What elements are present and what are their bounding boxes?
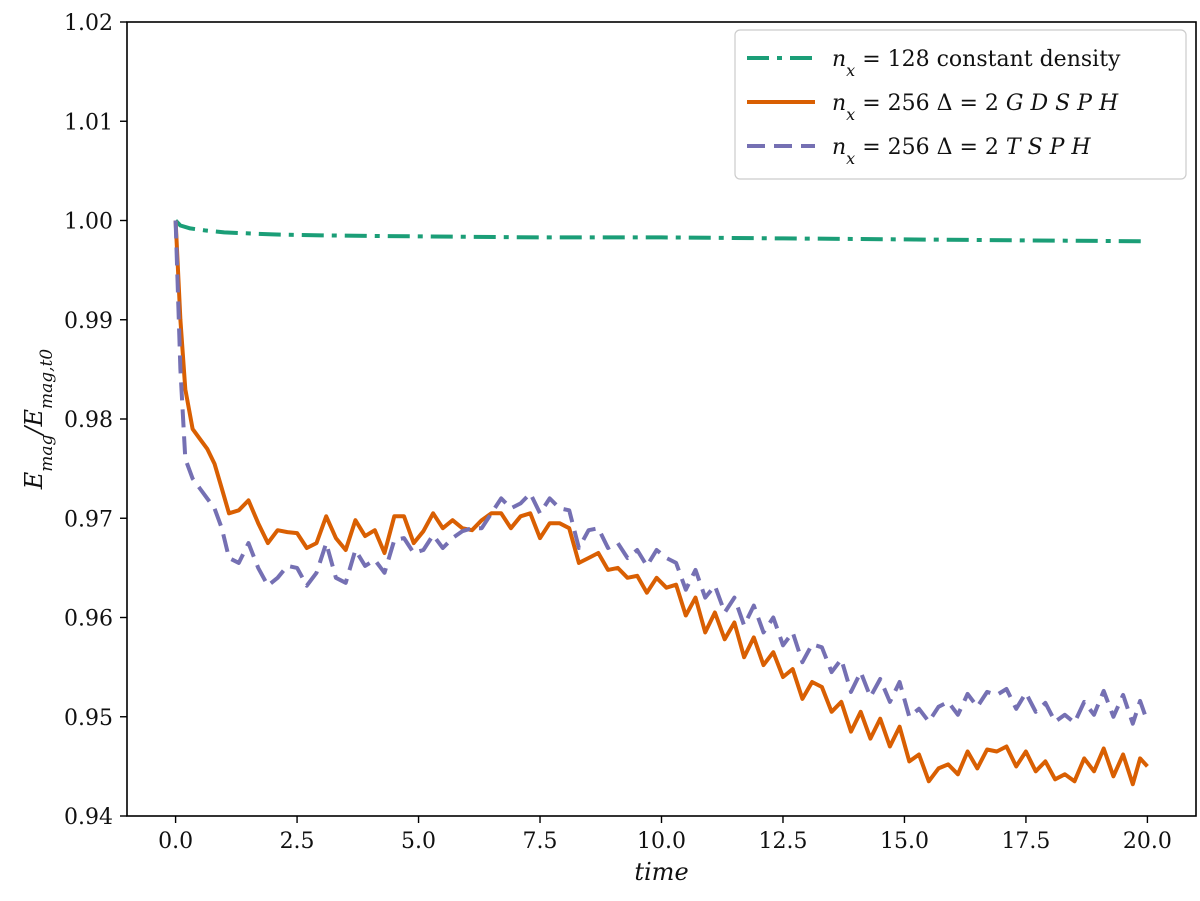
series-line-2	[173, 220, 1149, 787]
y-tick-label: 1.02	[64, 11, 113, 36]
y-axis-label: Emag/Emag,t0	[20, 349, 57, 491]
x-tick-label: 12.5	[758, 829, 807, 854]
x-tick-label: 17.5	[1001, 829, 1050, 854]
legend-label-2: nx = 256 Δ = 2 G D S P H	[832, 91, 1119, 124]
x-tick-label: 5.0	[401, 829, 436, 854]
x-tick-label: 20.0	[1123, 829, 1172, 854]
series-lines	[173, 219, 1150, 787]
x-tick-label: 15.0	[880, 829, 929, 854]
y-tick-label: 0.97	[64, 507, 113, 532]
y-axis-label-group: Emag/Emag,t0	[20, 349, 57, 491]
y-tick-label: 0.99	[64, 309, 113, 334]
legend-items: nx = 128 constant density nx = 256 Δ = 2 …	[747, 47, 1121, 168]
y-tick-label: 0.96	[64, 607, 113, 632]
y-tick-label: 0.95	[64, 706, 113, 731]
y-tick-label: 0.94	[64, 805, 113, 830]
y-tick-label: 0.98	[64, 408, 113, 433]
legend: nx = 128 constant density nx = 256 Δ = 2 …	[734, 29, 1187, 180]
x-tick-label: 7.5	[523, 829, 558, 854]
legend-label-1: nx = 128 constant density	[832, 47, 1121, 80]
legend-box	[734, 29, 1187, 180]
y-tick-label: 1.01	[64, 110, 113, 135]
x-axis: 0.0 2.5 5.0 7.5 10.0 12.5 15.0 17.5 20.0	[158, 816, 1172, 854]
x-tick-label: 10.0	[637, 829, 686, 854]
x-tick-label: 2.5	[280, 829, 315, 854]
x-axis-label: time	[634, 858, 688, 886]
x-tick-label: 0.0	[158, 829, 193, 854]
series-line-1	[174, 219, 1148, 244]
legend-label-3: nx = 256 Δ = 2 T S P H	[832, 135, 1091, 168]
y-axis: 0.94 0.95 0.96 0.97 0.98 0.99 1.00 1.01 1.02	[64, 11, 127, 830]
y-tick-label: 1.00	[64, 210, 113, 235]
series-line-3	[173, 220, 1150, 726]
